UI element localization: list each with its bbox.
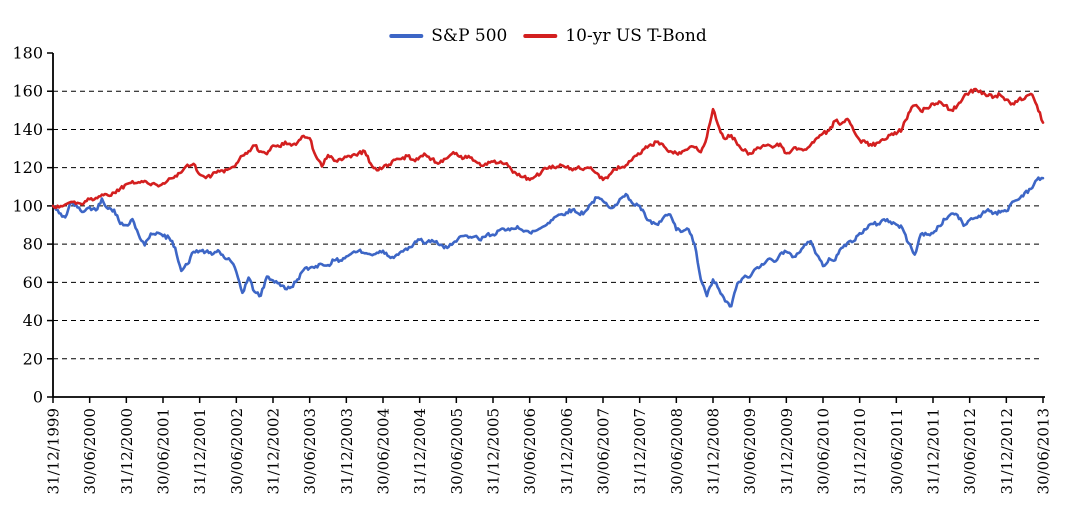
series-line-sp500	[51, 176, 1045, 308]
x-tick-label: 30/06/2009	[741, 408, 759, 494]
x-tick-label: 30/06/2007	[595, 408, 613, 494]
x-tick-label: 30/06/2012	[961, 408, 979, 494]
x-tick-label: 31/12/2009	[778, 408, 796, 494]
x-tick-label: 31/12/2003	[338, 408, 356, 494]
x-tick-label: 30/06/2004	[375, 408, 393, 494]
y-tick-label: 60	[23, 273, 43, 292]
x-tick-label: 31/12/2004	[411, 408, 429, 494]
x-tick-label: 31/12/2011	[925, 408, 943, 494]
legend-label-sp500: S&P 500	[431, 26, 508, 46]
y-tick-label: 80	[23, 235, 43, 254]
x-tick-label: 31/12/2012	[998, 408, 1016, 494]
x-tick-label: 31/12/2000	[118, 408, 136, 494]
legend-item-sp500: S&P 500	[389, 26, 507, 46]
x-tick-label: 30/06/2005	[448, 408, 466, 494]
legend-item-tbond: 10-yr US T-Bond	[523, 26, 707, 46]
y-tick-label: 40	[23, 311, 43, 330]
y-tick-label: 120	[12, 158, 43, 177]
x-tick-label: 30/06/2003	[301, 408, 319, 494]
x-tick-label: 30/06/2008	[668, 408, 686, 494]
y-tick-label: 160	[12, 82, 43, 101]
x-tick-label: 31/12/2005	[485, 408, 503, 494]
y-tick-label: 0	[33, 388, 43, 407]
x-tick-label: 31/12/2008	[705, 408, 723, 494]
x-tick-label: 30/06/2011	[888, 408, 906, 494]
legend-label-tbond: 10-yr US T-Bond	[565, 26, 707, 46]
x-tick-label: 31/12/2010	[851, 408, 869, 494]
x-tick-label: 30/06/2000	[81, 408, 99, 494]
x-tick-label: 31/12/1999	[45, 408, 63, 494]
x-tick-label: 30/06/2002	[228, 408, 246, 494]
x-tick-label: 30/06/2013	[1035, 408, 1053, 494]
x-tick-label: 31/12/2006	[558, 408, 576, 494]
series-line-tbond	[51, 87, 1045, 210]
tbond-line-marker-icon	[523, 34, 558, 38]
x-tick-label: 30/06/2001	[155, 408, 173, 494]
y-tick-label: 100	[12, 196, 43, 215]
sp500-line-marker-icon	[389, 34, 424, 38]
x-tick-label: 31/12/2001	[191, 408, 209, 494]
x-tick-label: 31/12/2007	[631, 408, 649, 494]
x-tick-label: 30/06/2006	[521, 408, 539, 494]
x-tick-label: 30/06/2010	[815, 408, 833, 494]
y-tick-label: 180	[12, 44, 43, 63]
y-tick-label: 140	[12, 120, 43, 139]
x-tick-label: 31/12/2002	[265, 408, 283, 494]
y-tick-label: 20	[23, 349, 43, 368]
chart-legend: S&P 500 10-yr US T-Bond	[389, 26, 707, 46]
